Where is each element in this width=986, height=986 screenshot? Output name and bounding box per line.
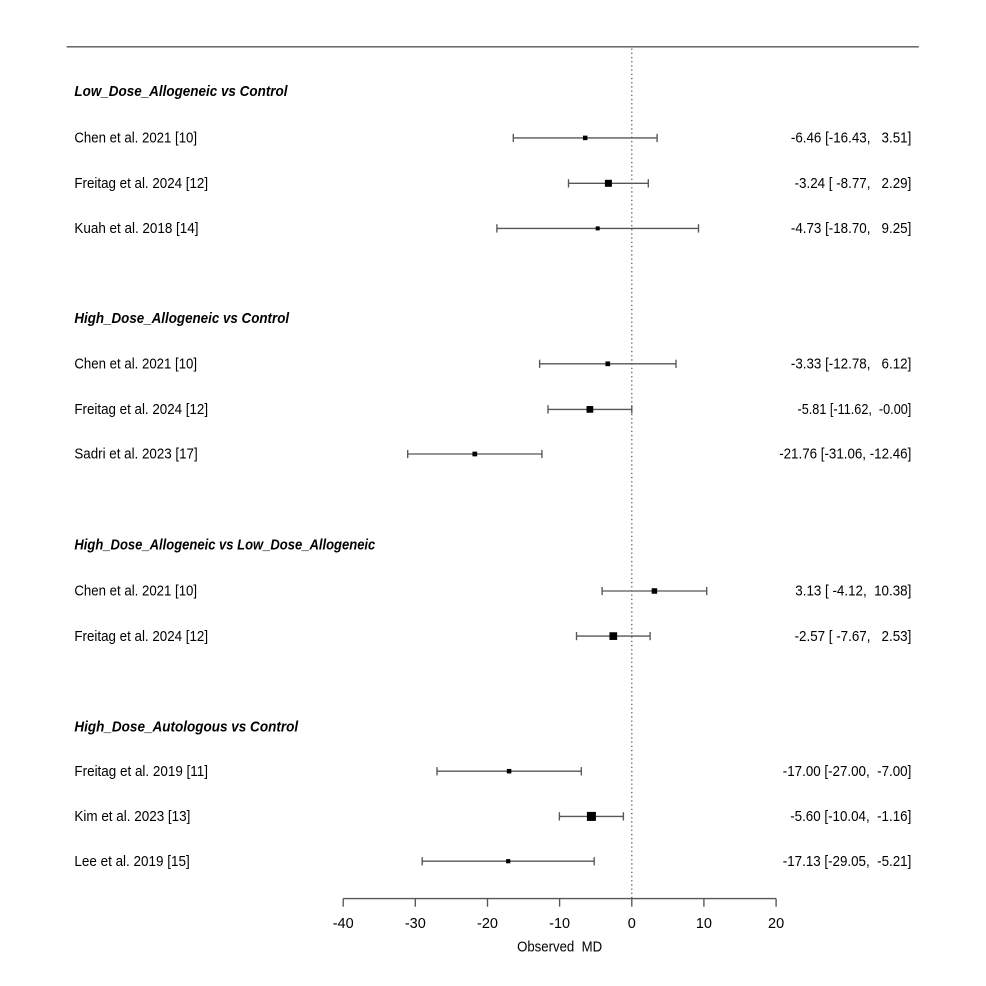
- svg-text:20: 20: [768, 916, 784, 932]
- svg-text:-6.46 [-16.43, 3.51]: -6.46 [-16.43, 3.51]: [791, 130, 911, 147]
- svg-text:High_Dose_Allogeneic vs Low_Do: High_Dose_Allogeneic vs Low_Dose_Allogen…: [74, 536, 375, 553]
- svg-text:Freitag et al. 2019 [11]: Freitag et al. 2019 [11]: [74, 763, 208, 780]
- svg-text:10: 10: [696, 916, 712, 932]
- svg-text:-10: -10: [549, 916, 570, 932]
- svg-text:Observed MD: Observed MD: [517, 939, 602, 955]
- svg-text:Kim et al. 2023 [13]: Kim et al. 2023 [13]: [74, 808, 190, 825]
- svg-text:-20: -20: [477, 916, 498, 932]
- svg-text:-5.60 [-10.04, -1.16]: -5.60 [-10.04, -1.16]: [790, 808, 911, 825]
- svg-text:Freitag et al. 2024 [12]: Freitag et al. 2024 [12]: [74, 175, 208, 192]
- svg-text:Chen et al. 2021 [10]: Chen et al. 2021 [10]: [74, 356, 197, 373]
- svg-text:High_Dose_Allogeneic vs Contro: High_Dose_Allogeneic vs Control: [74, 310, 289, 327]
- svg-text:-17.13 [-29.05, -5.21]: -17.13 [-29.05, -5.21]: [783, 853, 912, 870]
- svg-text:-3.24 [ -8.77, 2.29]: -3.24 [ -8.77, 2.29]: [795, 175, 912, 192]
- svg-text:-2.57 [ -7.67, 2.53]: -2.57 [ -7.67, 2.53]: [795, 628, 912, 645]
- svg-text:Freitag et al. 2024 [12]: Freitag et al. 2024 [12]: [74, 628, 208, 645]
- svg-text:-30: -30: [405, 916, 426, 932]
- svg-text:3.13 [ -4.12, 10.38]: 3.13 [ -4.12, 10.38]: [795, 583, 911, 600]
- svg-text:-17.00 [-27.00, -7.00]: -17.00 [-27.00, -7.00]: [783, 763, 912, 780]
- svg-text:Freitag et al. 2024 [12]: Freitag et al. 2024 [12]: [74, 401, 208, 418]
- svg-text:-21.76 [-31.06, -12.46]: -21.76 [-31.06, -12.46]: [779, 446, 911, 463]
- svg-text:Chen et al. 2021 [10]: Chen et al. 2021 [10]: [74, 583, 197, 600]
- svg-text:Sadri et al. 2023 [17]: Sadri et al. 2023 [17]: [74, 446, 197, 463]
- svg-text:Chen et al. 2021 [10]: Chen et al. 2021 [10]: [74, 130, 197, 147]
- svg-text:-5.81 [-11.62, -0.00]: -5.81 [-11.62, -0.00]: [798, 401, 912, 418]
- svg-text:-40: -40: [333, 916, 354, 932]
- svg-text:Lee et al. 2019 [15]: Lee et al. 2019 [15]: [74, 853, 189, 870]
- svg-text:0: 0: [628, 916, 636, 932]
- svg-text:-4.73 [-18.70, 9.25]: -4.73 [-18.70, 9.25]: [791, 220, 911, 237]
- svg-text:Kuah et al. 2018 [14]: Kuah et al. 2018 [14]: [74, 220, 198, 237]
- svg-text:High_Dose_Autologous vs Contro: High_Dose_Autologous vs Control: [74, 719, 298, 736]
- svg-text:-3.33 [-12.78, 6.12]: -3.33 [-12.78, 6.12]: [791, 356, 911, 373]
- svg-text:Low_Dose_Allogeneic vs Control: Low_Dose_Allogeneic vs Control: [74, 83, 288, 100]
